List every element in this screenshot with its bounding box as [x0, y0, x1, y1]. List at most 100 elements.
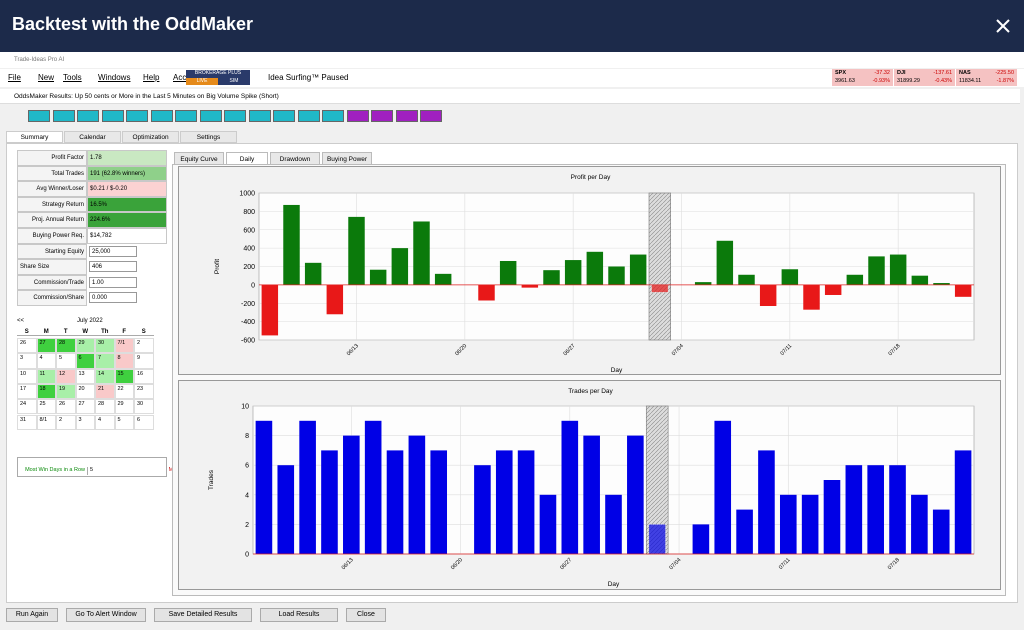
calendar-day[interactable]: 17	[17, 383, 37, 400]
bar	[255, 420, 273, 554]
calendar-day[interactable]: 11	[36, 368, 56, 384]
input-field[interactable]: 0.000	[89, 292, 137, 304]
toolbar-icon[interactable]	[248, 110, 271, 122]
toolbar-icon[interactable]	[175, 110, 197, 122]
calendar-day[interactable]: 13	[75, 368, 95, 384]
calendar-day[interactable]: 30	[95, 338, 115, 354]
calendar-day[interactable]: 27	[36, 338, 56, 354]
calendar-day[interactable]: 7	[95, 353, 115, 369]
bar	[779, 494, 797, 554]
calendar-day[interactable]: 18	[36, 383, 56, 400]
calendar-day[interactable]: 10	[17, 368, 37, 384]
selection	[648, 192, 671, 341]
calendar-day[interactable]: 28	[56, 338, 76, 354]
input-field[interactable]: 1.00	[89, 276, 137, 288]
bar	[889, 254, 907, 285]
calendar-day[interactable]: 25	[36, 399, 56, 415]
chart-tab[interactable]: Buying Power	[322, 152, 372, 165]
tab[interactable]: Optimization	[122, 131, 179, 143]
live-badge[interactable]: LIVE	[186, 78, 218, 85]
input-field[interactable]: 406	[89, 261, 137, 273]
toolbar-icon[interactable]	[273, 110, 295, 122]
calendar-nav[interactable]: <<	[17, 318, 25, 324]
toolbar-icon[interactable]	[77, 110, 99, 122]
toolbar-icon[interactable]	[28, 110, 50, 122]
calendar-day[interactable]: 19	[56, 383, 76, 400]
toolbar-icon[interactable]	[52, 110, 75, 122]
toolbar-icon[interactable]	[322, 110, 344, 122]
calendar-day[interactable]: 31	[17, 414, 37, 430]
calendar-day[interactable]: 27	[75, 399, 95, 415]
calendar-day[interactable]: 26	[56, 399, 76, 415]
calendar-day[interactable]: 2	[56, 414, 76, 430]
stat-label: Proj. Annual Return	[17, 212, 87, 228]
menu-item[interactable]: Windows	[98, 73, 131, 82]
toolbar-icon[interactable]	[297, 110, 320, 122]
bar	[781, 269, 799, 285]
calendar-day[interactable]: 26	[17, 338, 37, 354]
bar	[954, 450, 972, 554]
x-tick-label: 06/20	[450, 557, 464, 571]
calendar-day[interactable]: 4	[36, 353, 56, 369]
toolbar-icon[interactable]	[126, 110, 148, 122]
ticker: NAS -225.50 11834.11 -1.87%	[956, 69, 1017, 86]
sim-badge[interactable]: SIM	[218, 78, 250, 85]
toolbar-icon[interactable]	[150, 110, 173, 122]
toolbar-icon[interactable]	[101, 110, 124, 122]
calendar-day[interactable]: 21	[95, 383, 115, 400]
toolbar-icon[interactable]	[224, 110, 246, 122]
y-tick-label: 800	[243, 209, 255, 216]
calendar-day[interactable]: 6	[75, 353, 95, 369]
calendar-day[interactable]: 5	[56, 353, 76, 369]
y-tick-label: 4	[245, 492, 249, 499]
calendar-day[interactable]: 22	[114, 383, 134, 400]
menu-item[interactable]: Tools	[63, 73, 82, 82]
tab[interactable]: Settings	[180, 131, 237, 143]
calendar-day[interactable]: 28	[95, 399, 115, 415]
button[interactable]: Run Again	[6, 608, 58, 622]
input-label[interactable]: Share Size	[17, 259, 87, 275]
stat-label: Avg Winner/Loser	[17, 181, 87, 197]
toolbar-icon[interactable]	[420, 110, 442, 122]
calendar-day[interactable]: 30	[134, 399, 154, 415]
menu-item[interactable]: File	[8, 73, 21, 82]
calendar-day[interactable]: 7/1	[114, 338, 134, 354]
calendar-day[interactable]: 23	[134, 383, 154, 400]
calendar-day[interactable]: 29	[75, 338, 95, 354]
toolbar-icon[interactable]	[346, 110, 369, 122]
calendar-day[interactable]: 2	[134, 338, 154, 354]
calendar-day[interactable]: 16	[134, 368, 154, 384]
toolbar-icon[interactable]	[371, 110, 393, 122]
calendar-day[interactable]: 9	[134, 353, 154, 369]
calendar-day[interactable]: 4	[95, 414, 115, 430]
calendar-day[interactable]: 20	[75, 383, 95, 400]
button[interactable]: Close	[346, 608, 386, 622]
calendar-day[interactable]: 5	[114, 414, 134, 430]
bar	[478, 284, 495, 301]
input-field[interactable]: 25,000	[89, 245, 137, 257]
calendar-day[interactable]: 15	[114, 368, 134, 384]
calendar-day[interactable]: 8	[114, 353, 134, 369]
x-axis-label: Day	[611, 367, 623, 374]
close-icon[interactable]	[996, 19, 1010, 33]
calendar-day[interactable]: 6	[134, 414, 154, 430]
calendar-day[interactable]: 12	[56, 368, 76, 384]
calendar-day[interactable]: 24	[17, 399, 37, 415]
calendar-day[interactable]: 8/1	[36, 414, 56, 430]
ticker-percent: -1.87%	[996, 78, 1014, 84]
bar	[364, 420, 382, 554]
menu-item[interactable]: Help	[143, 73, 160, 82]
calendar-day[interactable]: 3	[17, 353, 37, 369]
bar	[539, 494, 557, 554]
button[interactable]: Load Results	[260, 608, 338, 622]
calendar-day[interactable]: 14	[95, 368, 115, 384]
tab[interactable]: Summary	[6, 131, 63, 143]
button[interactable]: Go To Alert Window	[66, 608, 146, 622]
tab[interactable]: Calendar	[64, 131, 121, 143]
toolbar-icon[interactable]	[199, 110, 222, 122]
calendar-day[interactable]: 3	[75, 414, 95, 430]
calendar-day[interactable]: 29	[114, 399, 134, 415]
menu-item[interactable]: New	[38, 73, 55, 82]
button[interactable]: Save Detailed Results	[154, 608, 252, 622]
toolbar-icon[interactable]	[395, 110, 418, 122]
